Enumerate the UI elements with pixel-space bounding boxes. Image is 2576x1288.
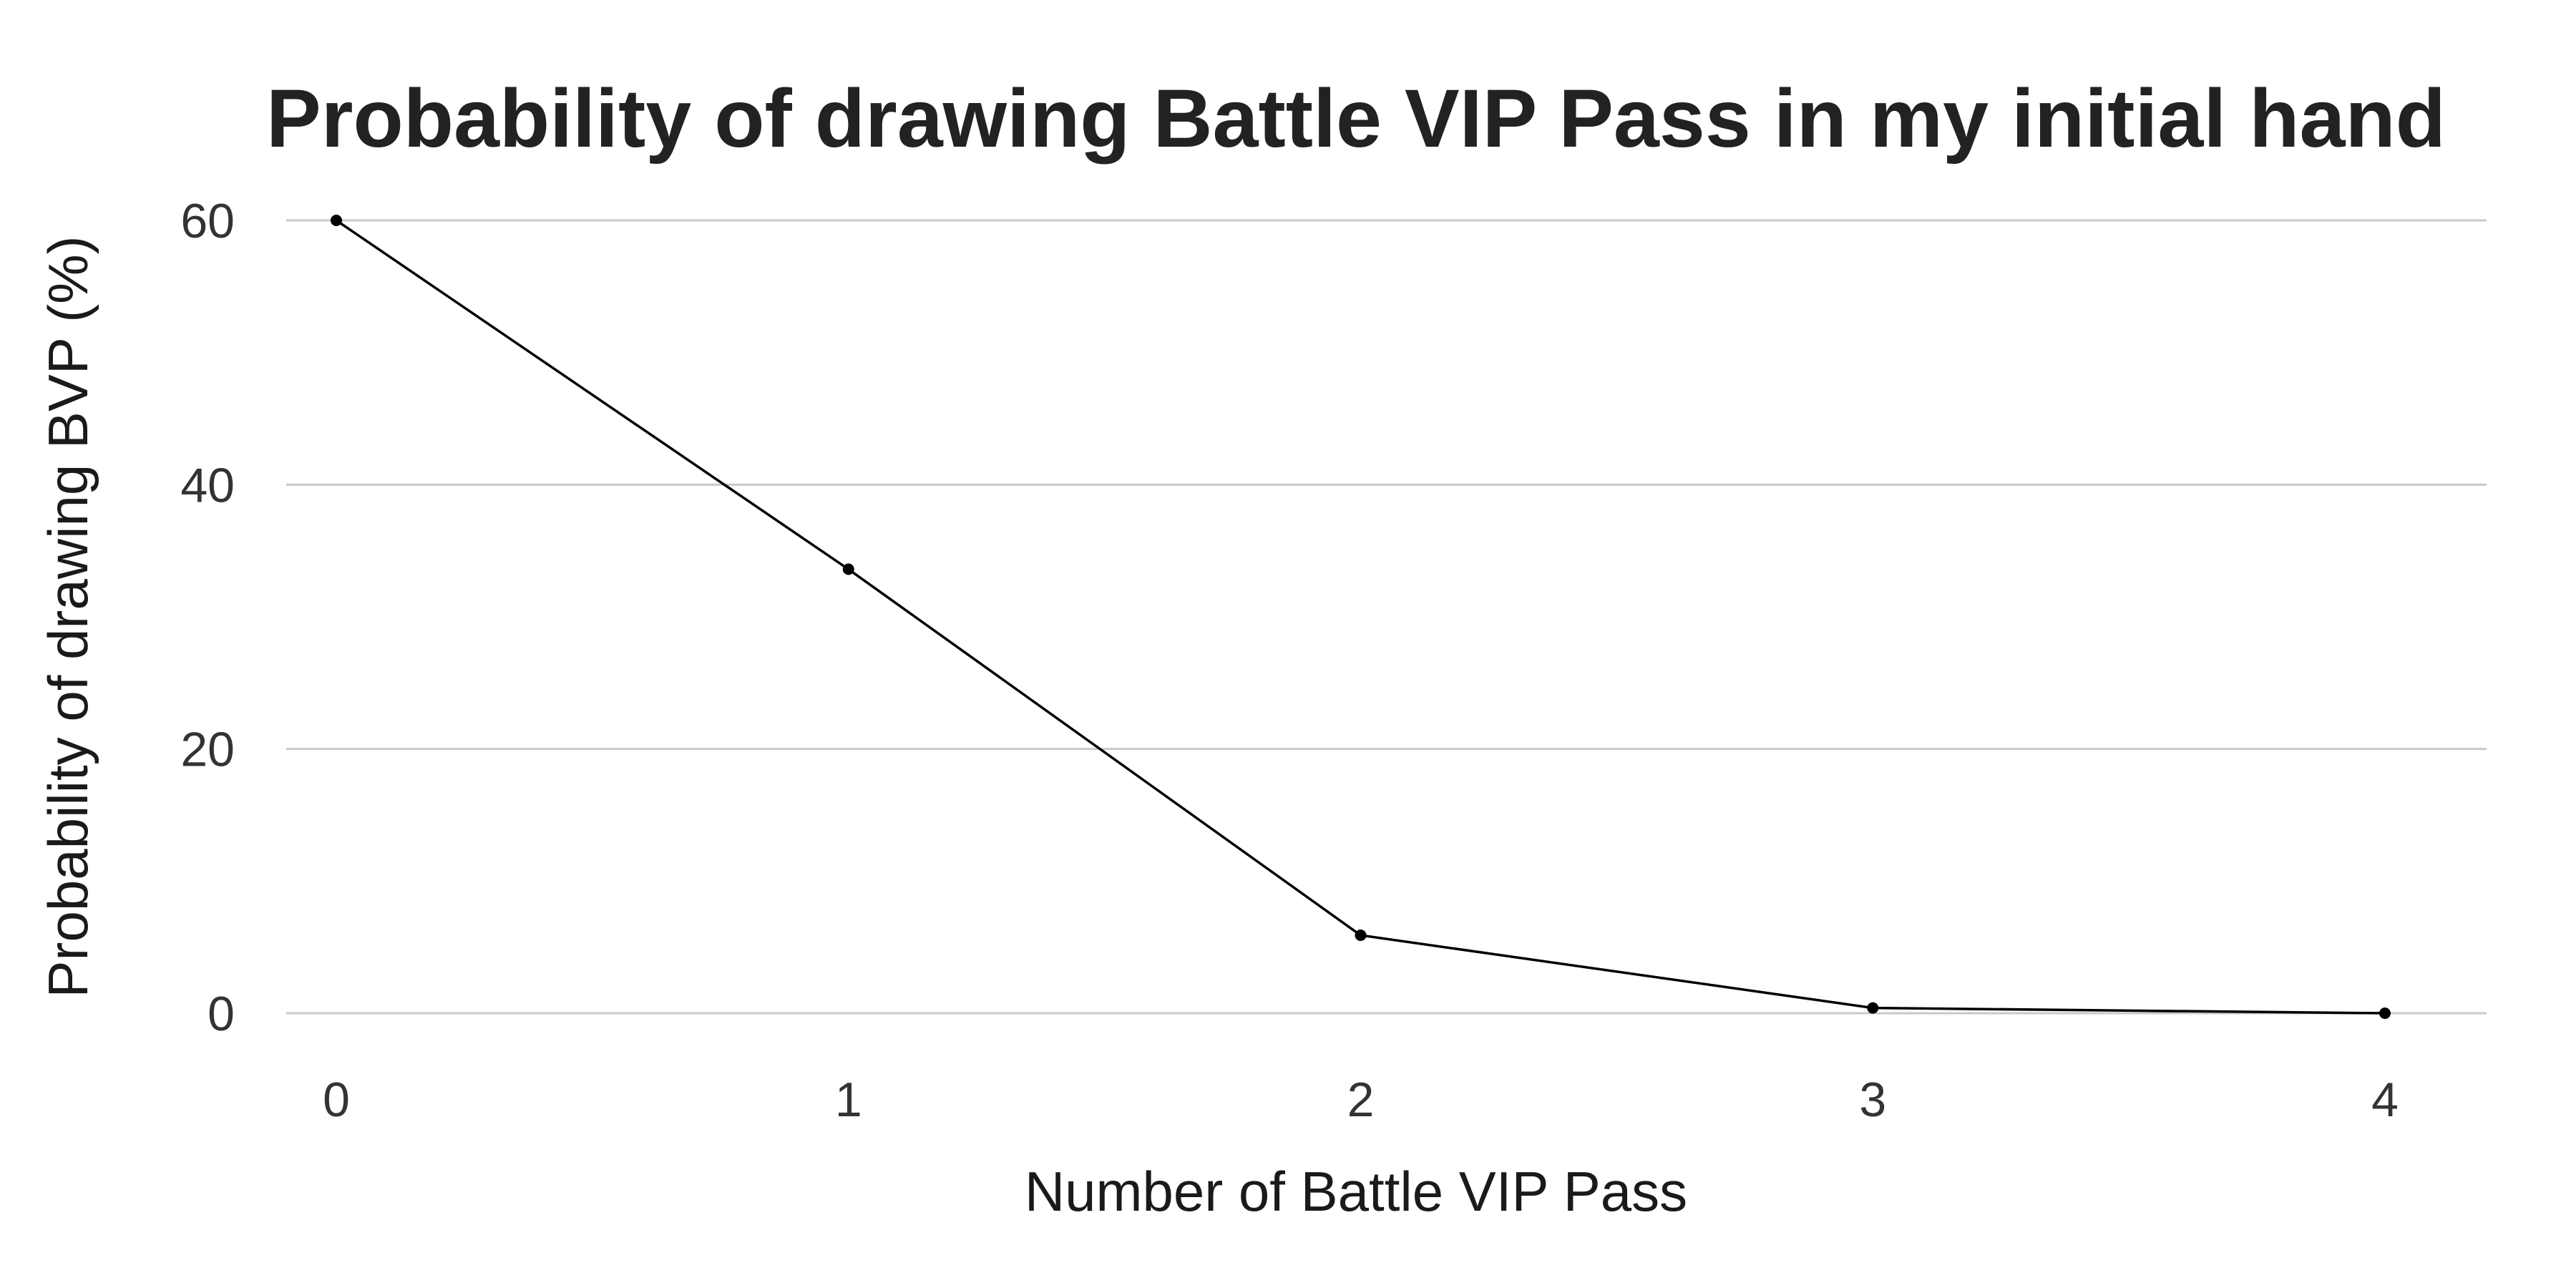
x-tick-label: 4 (2371, 1073, 2399, 1127)
x-axis-tick-labels: 0 1 2 3 4 (323, 1073, 2399, 1127)
data-point-4 (2379, 1008, 2391, 1019)
data-point-0 (331, 215, 342, 226)
data-point-2 (1355, 930, 1367, 942)
y-tick-label: 60 (180, 194, 235, 248)
y-tick-label: 20 (180, 723, 235, 777)
series-group (331, 215, 2391, 1019)
y-tick-label: 40 (180, 458, 235, 512)
x-tick-label: 0 (323, 1073, 350, 1127)
x-tick-label: 3 (1859, 1073, 1886, 1127)
y-axis-title: Probability of drawing BVP (%) (36, 235, 99, 997)
grid-lines (286, 219, 2487, 1015)
data-point-1 (842, 563, 854, 575)
series-line (336, 219, 2386, 1015)
x-axis-title: Number of Battle VIP Pass (1025, 1160, 1687, 1223)
y-axis-tick-labels: 0 20 40 60 (180, 194, 235, 1041)
x-tick-label: 2 (1347, 1073, 1375, 1127)
x-tick-label: 1 (835, 1073, 862, 1127)
data-point-3 (1867, 1002, 1879, 1014)
chart-title: Probability of drawing Battle VIP Pass i… (266, 73, 2446, 165)
y-tick-label: 0 (208, 987, 235, 1041)
